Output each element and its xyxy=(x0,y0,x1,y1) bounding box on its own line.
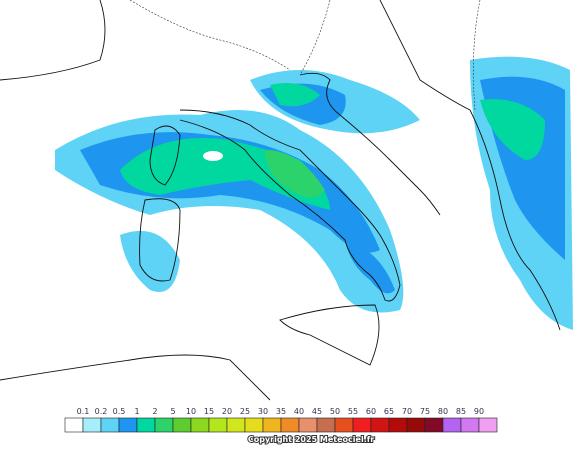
legend-swatch xyxy=(424,417,444,433)
legend-label: 90 xyxy=(474,407,484,416)
legend-swatch xyxy=(388,417,408,433)
legend-swatch xyxy=(262,417,282,433)
legend-swatch xyxy=(352,417,372,433)
legend-swatch xyxy=(478,417,498,433)
legend-label: 50 xyxy=(330,407,340,416)
legend-swatch xyxy=(244,417,264,433)
legend-swatch xyxy=(172,417,192,433)
legend-swatch xyxy=(64,417,84,433)
legend-swatch xyxy=(118,417,138,433)
legend-label: 15 xyxy=(204,407,214,416)
legend-label: 0.2 xyxy=(95,407,108,416)
legend-label: 2 xyxy=(152,407,157,416)
legend-label: 30 xyxy=(258,407,268,416)
legend-label: 65 xyxy=(384,407,394,416)
legend-label: 10 xyxy=(186,407,196,416)
legend-swatch xyxy=(316,417,336,433)
legend-label: 45 xyxy=(312,407,322,416)
legend-label: 0.5 xyxy=(113,407,126,416)
legend-label: 55 xyxy=(348,407,358,416)
legend-swatch xyxy=(190,417,210,433)
legend-swatch xyxy=(406,417,426,433)
legend-label: 85 xyxy=(456,407,466,416)
legend-label: 70 xyxy=(402,407,412,416)
legend-swatch xyxy=(226,417,246,433)
legend-swatch xyxy=(136,417,156,433)
legend-label: 5 xyxy=(170,407,175,416)
legend-label: 0.1 xyxy=(77,407,90,416)
legend-label: 35 xyxy=(276,407,286,416)
legend-swatch xyxy=(100,417,120,433)
legend-label: 20 xyxy=(222,407,232,416)
legend-swatch xyxy=(370,417,390,433)
legend-label: 80 xyxy=(438,407,448,416)
copyright: Copyright 2025 Meteociel.fr xyxy=(248,435,374,444)
legend-swatch xyxy=(334,417,354,433)
precipitation xyxy=(55,56,573,331)
legend-label: 1 xyxy=(134,407,139,416)
legend-swatch xyxy=(460,417,480,433)
legend-label: 75 xyxy=(420,407,430,416)
legend-swatch xyxy=(82,417,102,433)
legend-swatch xyxy=(280,417,300,433)
legend: 0.1 0.2 0.5 1 2 5 10 15 20 25 30 35 40 45 50 55 60 65 70 75… xyxy=(64,406,498,433)
legend-swatch xyxy=(208,417,228,433)
legend-swatch xyxy=(154,417,174,433)
legend-label: 60 xyxy=(366,407,376,416)
legend-swatch xyxy=(298,417,318,433)
legend-label: 40 xyxy=(294,407,304,416)
legend-swatch xyxy=(442,417,462,433)
coastlines xyxy=(0,0,561,401)
legend-label: 25 xyxy=(240,407,250,416)
